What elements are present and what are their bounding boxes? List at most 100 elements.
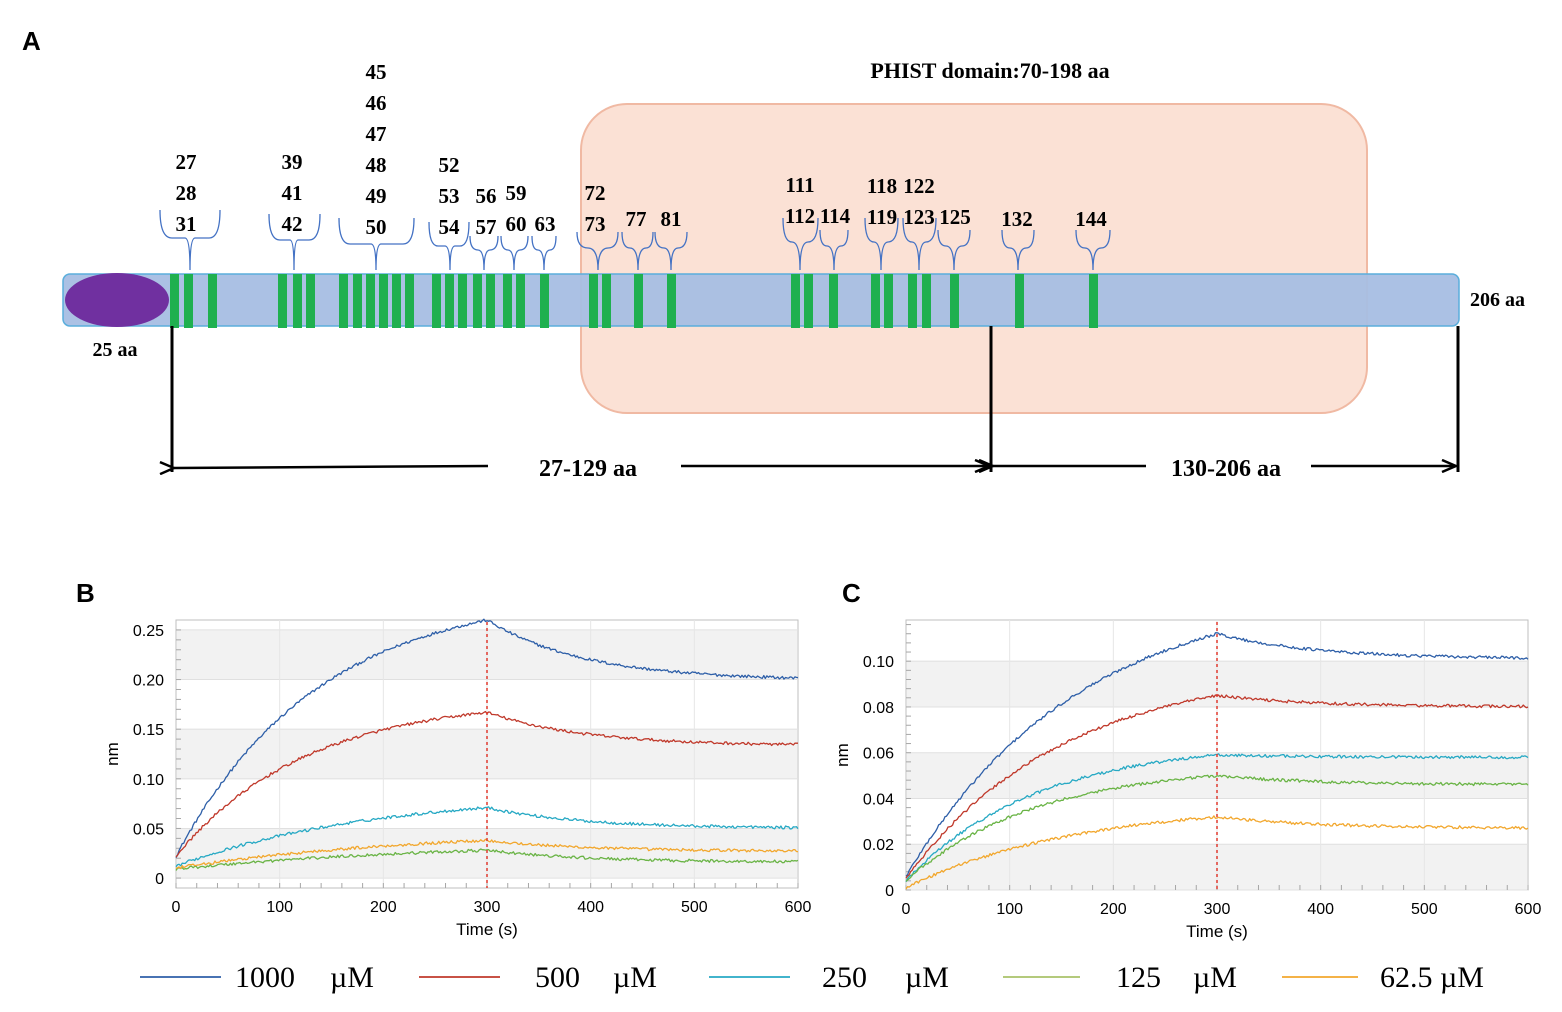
site-mark — [667, 274, 676, 328]
chart-c: 0 0.02 0.04 0.06 0.08 0.10 0 100 200 300 400 500 600… — [833, 619, 1542, 941]
site-mark — [589, 274, 598, 328]
chart-b: 0 0.05 0.10 0.15 0.20 0.25 0 100 200 300 400 500 600… — [103, 618, 811, 939]
site-mark — [804, 274, 813, 328]
site-brackets — [159, 209, 1111, 271]
site-mark — [306, 274, 315, 328]
site-number-label: 125 — [939, 205, 971, 229]
legend-value: 1000 — [235, 961, 295, 994]
site-mark — [473, 274, 482, 328]
site-number-label: 123 — [903, 205, 935, 229]
site-mark — [379, 274, 388, 328]
bracket — [902, 217, 937, 271]
site-number-label: 144 — [1075, 207, 1107, 231]
y-tick-label: 0.15 — [133, 722, 164, 739]
panel-b-letter: B — [76, 578, 95, 608]
site-mark — [339, 274, 348, 328]
site-number-label: 31 — [176, 212, 197, 236]
bracket — [937, 229, 971, 271]
site-mark — [791, 274, 800, 328]
x-tick-label: 300 — [1204, 901, 1231, 918]
signal-peptide-label: 25 aa — [93, 339, 138, 361]
site-number-label: 49 — [366, 184, 387, 208]
site-number-label: 56 — [476, 184, 497, 208]
site-number-label: 45 — [366, 60, 387, 84]
site-mark — [445, 274, 454, 328]
y-tick-label: 0.06 — [863, 746, 894, 763]
site-number-label: 59 — [506, 181, 527, 205]
x-tick-label: 400 — [577, 899, 604, 916]
phist-domain-box — [580, 103, 1368, 414]
bracket — [654, 231, 688, 271]
y-axis-title: nm — [833, 743, 852, 767]
site-mark — [516, 274, 525, 328]
site-mark — [432, 274, 441, 328]
site-mark — [184, 274, 193, 328]
site-number-label: 42 — [282, 212, 303, 236]
site-number-label: 54 — [439, 215, 461, 239]
region1-label: 27-129 aa — [539, 456, 637, 482]
bracket — [428, 221, 470, 271]
signal-peptide — [65, 273, 169, 327]
bracket — [500, 235, 529, 271]
y-tick-label: 0.10 — [863, 654, 894, 671]
legend-value: 500 — [535, 961, 580, 994]
series-line — [175, 848, 799, 871]
site-mark — [293, 274, 302, 328]
site-number-label: 77 — [626, 207, 647, 231]
site-number-label: 122 — [903, 174, 935, 198]
site-mark — [922, 274, 931, 328]
site-mark — [1015, 274, 1024, 328]
y-tick-label: 0.04 — [863, 791, 894, 808]
y-axis-title: nm — [103, 742, 122, 766]
phospho-site-marks — [170, 274, 1098, 328]
x-axis-title: Time (s) — [1186, 922, 1248, 941]
legend-value: 125 — [1116, 961, 1161, 994]
site-mark — [486, 274, 495, 328]
site-number-label: 60 — [506, 212, 527, 236]
y-tick-label: 0 — [155, 871, 164, 888]
site-mark — [908, 274, 917, 328]
site-mark — [540, 274, 549, 328]
phist-domain-title: PHIST domain:70-198 aa — [870, 58, 1109, 83]
site-mark — [602, 274, 611, 328]
site-mark — [1089, 274, 1098, 328]
bracket — [576, 231, 619, 271]
legend-value: 62.5 µM — [1380, 961, 1484, 994]
bracket — [864, 217, 899, 271]
series-line — [905, 632, 1529, 877]
site-mark — [208, 274, 217, 328]
y-tick-label: 0.05 — [133, 821, 164, 838]
y-tick-label: 0.10 — [133, 772, 164, 789]
legend-unit: µM — [613, 961, 657, 994]
panel-a-letter: A — [22, 26, 41, 56]
concentration-legend: 1000 µM 500 µM 250 µM 125 µM 62.5 µM — [140, 961, 1484, 994]
bracket — [531, 235, 557, 271]
site-number-label: 119 — [867, 205, 897, 229]
site-mark — [366, 274, 375, 328]
panel-c-letter: C — [842, 578, 861, 608]
x-tick-label: 600 — [1515, 901, 1542, 918]
x-tick-label: 400 — [1307, 901, 1334, 918]
series-line — [905, 774, 1529, 882]
site-mark — [950, 274, 959, 328]
panel-a: A PHIST domain:70-198 aa 25 aa 206 aa — [22, 26, 1525, 482]
x-tick-label: 200 — [370, 899, 397, 916]
site-number-label: 50 — [366, 215, 387, 239]
site-mark — [392, 274, 401, 328]
bracket — [1075, 229, 1111, 271]
bracket — [338, 217, 415, 271]
legend-unit: µM — [1193, 961, 1237, 994]
bracket — [1001, 229, 1035, 271]
x-tick-label: 500 — [681, 899, 708, 916]
region2-label: 130-206 aa — [1171, 456, 1281, 482]
x-tick-label: 200 — [1100, 901, 1127, 918]
x-tick-label: 100 — [996, 901, 1023, 918]
site-mark — [503, 274, 512, 328]
site-mark — [278, 274, 287, 328]
site-mark — [405, 274, 414, 328]
bracket — [159, 209, 221, 271]
x-tick-label: 100 — [266, 899, 293, 916]
site-number-label: 53 — [439, 184, 460, 208]
x-axis-title: Time (s) — [456, 920, 518, 939]
site-number-label: 28 — [176, 181, 197, 205]
